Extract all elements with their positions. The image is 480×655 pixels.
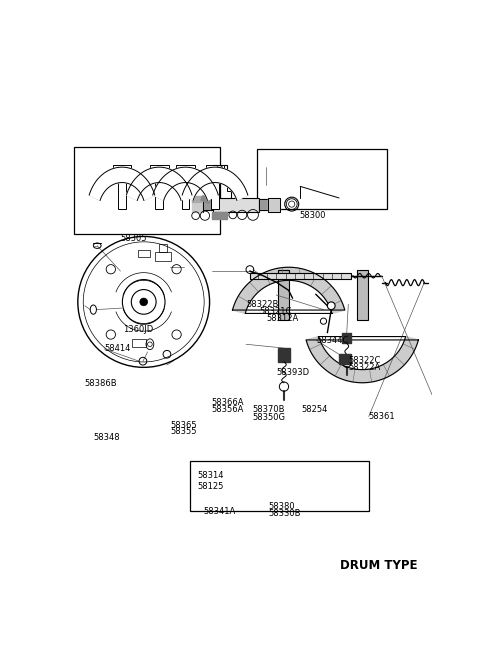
Circle shape bbox=[140, 298, 147, 306]
Polygon shape bbox=[232, 267, 345, 314]
Polygon shape bbox=[192, 198, 204, 212]
Bar bbox=[156, 252, 171, 261]
Bar bbox=[211, 167, 219, 210]
Polygon shape bbox=[278, 348, 290, 362]
Bar bbox=[250, 272, 350, 279]
Text: 58300: 58300 bbox=[300, 212, 326, 220]
Text: 58254: 58254 bbox=[301, 405, 327, 415]
Text: 1360JD: 1360JD bbox=[123, 326, 153, 334]
Polygon shape bbox=[192, 196, 201, 202]
Bar bbox=[278, 348, 290, 362]
Polygon shape bbox=[342, 333, 351, 343]
Polygon shape bbox=[259, 200, 268, 210]
Bar bbox=[212, 212, 227, 219]
Bar bbox=[339, 354, 351, 364]
Text: 58321C: 58321C bbox=[259, 307, 291, 316]
Bar bbox=[181, 167, 190, 210]
Polygon shape bbox=[204, 200, 213, 210]
Bar bbox=[268, 198, 280, 212]
Text: 58341A: 58341A bbox=[204, 508, 236, 516]
Bar bbox=[156, 167, 163, 210]
Bar bbox=[192, 196, 201, 202]
Text: 58312A: 58312A bbox=[266, 314, 299, 323]
Polygon shape bbox=[212, 212, 227, 219]
Bar bbox=[278, 270, 288, 320]
Bar bbox=[159, 244, 167, 252]
Polygon shape bbox=[201, 196, 210, 203]
Text: 58393D: 58393D bbox=[276, 367, 310, 377]
Polygon shape bbox=[339, 354, 351, 364]
Polygon shape bbox=[306, 337, 419, 383]
Bar bbox=[259, 200, 268, 210]
Bar bbox=[118, 167, 126, 210]
Text: 58386B: 58386B bbox=[84, 379, 117, 388]
Bar bbox=[176, 165, 195, 171]
Text: 58330B: 58330B bbox=[268, 510, 301, 518]
Bar bbox=[137, 250, 150, 257]
Text: 58344C: 58344C bbox=[317, 337, 349, 345]
Bar bbox=[204, 200, 213, 210]
Circle shape bbox=[327, 302, 335, 310]
Bar bbox=[132, 339, 146, 346]
Text: 58125: 58125 bbox=[198, 481, 224, 491]
Bar bbox=[206, 165, 224, 171]
Bar bbox=[227, 185, 234, 191]
Bar bbox=[213, 198, 259, 212]
Bar bbox=[357, 270, 368, 320]
Polygon shape bbox=[182, 167, 248, 200]
Text: 58414: 58414 bbox=[104, 345, 130, 354]
Text: 58348: 58348 bbox=[94, 433, 120, 442]
Bar bbox=[257, 149, 387, 209]
Bar bbox=[113, 165, 132, 171]
Text: 58370B: 58370B bbox=[252, 405, 285, 415]
Polygon shape bbox=[89, 167, 155, 200]
Text: 58314: 58314 bbox=[198, 470, 224, 479]
Text: 58305: 58305 bbox=[120, 234, 147, 243]
Polygon shape bbox=[268, 198, 280, 212]
Text: 58322C: 58322C bbox=[348, 356, 381, 365]
Bar bbox=[150, 165, 168, 171]
Text: 58322A: 58322A bbox=[348, 363, 381, 371]
Polygon shape bbox=[153, 167, 218, 200]
Text: 58365: 58365 bbox=[171, 421, 197, 430]
Text: 58322B: 58322B bbox=[246, 299, 278, 309]
Bar bbox=[74, 147, 220, 234]
Text: 58361: 58361 bbox=[369, 412, 396, 421]
Text: 58380: 58380 bbox=[268, 502, 295, 512]
Text: 58355: 58355 bbox=[171, 427, 197, 436]
Bar bbox=[190, 461, 369, 512]
Bar bbox=[342, 333, 351, 343]
Polygon shape bbox=[126, 167, 192, 200]
Text: 58356A: 58356A bbox=[212, 405, 244, 415]
Bar bbox=[214, 165, 228, 172]
Text: DRUM TYPE: DRUM TYPE bbox=[340, 559, 417, 572]
Text: 58350G: 58350G bbox=[252, 413, 286, 422]
Text: 58366A: 58366A bbox=[212, 398, 244, 407]
